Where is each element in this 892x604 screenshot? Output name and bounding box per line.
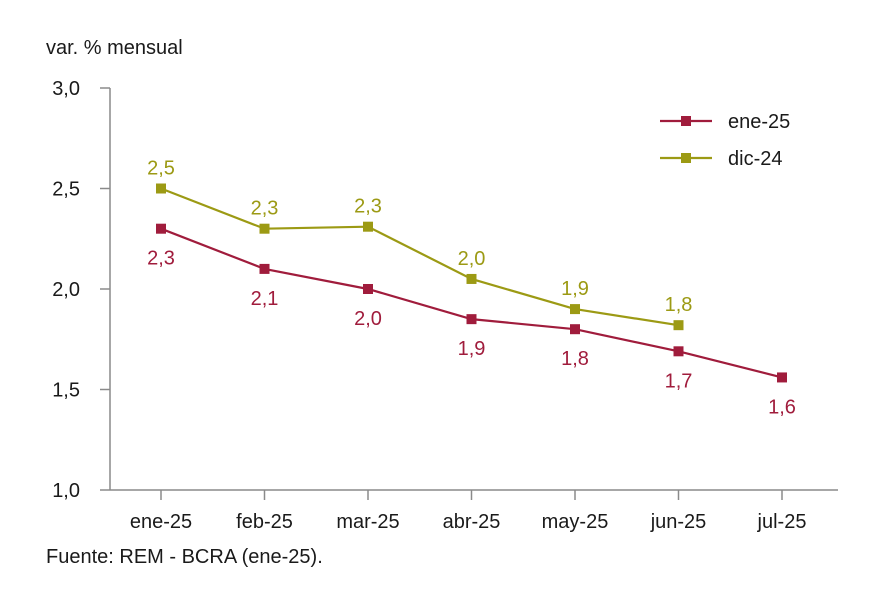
y-tick-label: 1,5	[52, 380, 80, 402]
data-point	[466, 314, 477, 325]
data-point	[673, 320, 684, 331]
data-point	[466, 273, 477, 284]
data-label: 2,5	[147, 158, 175, 180]
y-tick-label: 1,0	[52, 480, 80, 502]
data-label: 2,3	[147, 248, 175, 270]
data-label: 2,1	[251, 288, 279, 310]
data-label: 2,0	[354, 308, 382, 330]
data-label: 2,0	[458, 248, 486, 270]
data-point	[570, 304, 580, 315]
legend: ene-25 dic-24	[660, 111, 790, 170]
x-tick-label: feb-25	[236, 511, 293, 533]
data-point	[156, 183, 166, 194]
y-axis-title: var. % mensual	[46, 37, 183, 59]
data-label: 1,9	[561, 278, 589, 300]
data-label: 1,8	[665, 294, 693, 316]
x-tick-label: jun-25	[650, 511, 707, 533]
x-tick-label: jul-25	[757, 511, 807, 533]
x-tick-label: ene-25	[130, 511, 192, 533]
data-label: 1,7	[665, 370, 693, 392]
legend-swatch-marker	[681, 116, 691, 126]
data-label: 2,3	[251, 198, 279, 220]
series-dic-24: 2,5 2,3 2,3 2,0 1,9 1,8	[147, 158, 692, 331]
x-tick-label: mar-25	[336, 511, 399, 533]
series-ene-25: 2,3 2,1 2,0 1,9 1,8 1,7 1,6	[147, 223, 796, 418]
data-point	[570, 324, 580, 335]
series-layer: 2,3 2,1 2,0 1,9 1,8 1,7 1,6 2,5 2,3 2,3 2,0 1,9 1,8	[147, 158, 796, 419]
data-label: 1,6	[768, 396, 796, 418]
legend-item: dic-24	[660, 148, 782, 170]
x-tick-label: may-25	[542, 511, 609, 533]
data-point	[156, 223, 166, 234]
data-label: 2,3	[354, 196, 382, 218]
data-label: 1,8	[561, 348, 589, 370]
data-label: 1,9	[458, 338, 486, 360]
y-tick-label: 2,5	[52, 179, 80, 201]
legend-item: ene-25	[660, 111, 790, 133]
y-tick-label: 3,0	[52, 78, 80, 100]
axes: 1,0 1,5 2,0 2,5 3,0 ene-25 feb-25 mar-25 abr-25 m…	[52, 78, 838, 533]
data-point	[259, 223, 270, 234]
legend-label: ene-25	[728, 111, 790, 133]
data-point	[777, 372, 787, 383]
series-line	[160, 187, 679, 327]
data-point	[363, 284, 373, 294]
legend-swatch-marker	[681, 153, 691, 163]
data-point	[673, 346, 684, 357]
source-note: Fuente: REM - BCRA (ene-25).	[46, 546, 323, 568]
x-tick-label: abr-25	[443, 511, 501, 533]
data-point	[363, 221, 373, 232]
data-point	[259, 263, 270, 274]
legend-label: dic-24	[728, 148, 782, 170]
y-tick-label: 2,0	[52, 279, 80, 301]
